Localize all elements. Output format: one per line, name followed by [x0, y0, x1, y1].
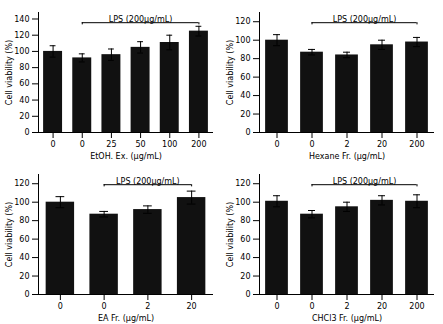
svg-text:EA Fr. (μg/mL): EA Fr. (μg/mL)	[98, 314, 154, 323]
svg-text:LPS (200μg/mL): LPS (200μg/mL)	[333, 177, 397, 186]
svg-text:LPS (200μg/mL): LPS (200μg/mL)	[116, 177, 180, 186]
svg-text:EtOH. Ex. (μg/mL): EtOH. Ex. (μg/mL)	[90, 152, 162, 161]
svg-text:200: 200	[409, 140, 424, 149]
svg-text:Cell viability (%): Cell viability (%)	[226, 202, 235, 267]
svg-text:40: 40	[240, 253, 250, 262]
svg-text:100: 100	[235, 36, 250, 45]
svg-text:80: 80	[19, 216, 29, 225]
svg-text:50: 50	[135, 140, 145, 149]
svg-text:40: 40	[19, 96, 29, 105]
svg-text:60: 60	[19, 79, 29, 88]
svg-text:0: 0	[245, 290, 250, 299]
svg-text:0: 0	[309, 140, 314, 149]
svg-text:120: 120	[235, 17, 250, 26]
svg-text:20: 20	[240, 110, 250, 119]
svg-text:20: 20	[377, 140, 387, 149]
svg-text:40: 40	[19, 253, 29, 262]
svg-text:80: 80	[19, 63, 29, 72]
svg-text:0: 0	[24, 128, 29, 137]
svg-text:20: 20	[377, 302, 387, 311]
svg-text:120: 120	[14, 31, 29, 40]
svg-text:LPS (200μg/mL): LPS (200μg/mL)	[109, 15, 173, 24]
svg-text:40: 40	[240, 91, 250, 100]
svg-text:200: 200	[409, 302, 424, 311]
svg-text:0: 0	[102, 302, 107, 311]
svg-text:20: 20	[19, 112, 29, 121]
svg-text:Cell viability (%): Cell viability (%)	[5, 202, 14, 267]
svg-text:2: 2	[344, 302, 349, 311]
svg-text:200: 200	[191, 140, 206, 149]
svg-text:100: 100	[162, 140, 177, 149]
svg-text:CHCl3 Fr. (μg/mL): CHCl3 Fr. (μg/mL)	[312, 314, 382, 323]
svg-text:LPS (200μg/mL): LPS (200μg/mL)	[333, 15, 397, 24]
svg-text:60: 60	[240, 73, 250, 82]
svg-text:120: 120	[235, 179, 250, 188]
svg-text:60: 60	[240, 235, 250, 244]
svg-text:0: 0	[58, 302, 63, 311]
svg-text:2: 2	[145, 302, 150, 311]
svg-text:140: 140	[14, 15, 29, 24]
svg-text:Hexane Fr. (μg/mL): Hexane Fr. (μg/mL)	[309, 152, 385, 161]
svg-text:100: 100	[235, 198, 250, 207]
svg-text:Cell viability (%): Cell viability (%)	[226, 40, 235, 105]
svg-text:25: 25	[106, 140, 116, 149]
svg-text:20: 20	[19, 272, 29, 281]
svg-text:Cell viability (%): Cell viability (%)	[5, 40, 14, 105]
svg-text:20: 20	[187, 302, 197, 311]
svg-text:0: 0	[245, 128, 250, 137]
svg-text:120: 120	[14, 179, 29, 188]
svg-text:0: 0	[309, 302, 314, 311]
svg-text:20: 20	[240, 272, 250, 281]
svg-text:100: 100	[14, 198, 29, 207]
svg-text:0: 0	[274, 140, 279, 149]
svg-text:2: 2	[344, 140, 349, 149]
svg-text:80: 80	[240, 54, 250, 63]
svg-text:60: 60	[19, 235, 29, 244]
svg-text:0: 0	[24, 290, 29, 299]
svg-text:80: 80	[240, 216, 250, 225]
svg-text:0: 0	[80, 140, 85, 149]
svg-text:0: 0	[274, 302, 279, 311]
svg-text:0: 0	[51, 140, 56, 149]
svg-text:100: 100	[14, 47, 29, 56]
